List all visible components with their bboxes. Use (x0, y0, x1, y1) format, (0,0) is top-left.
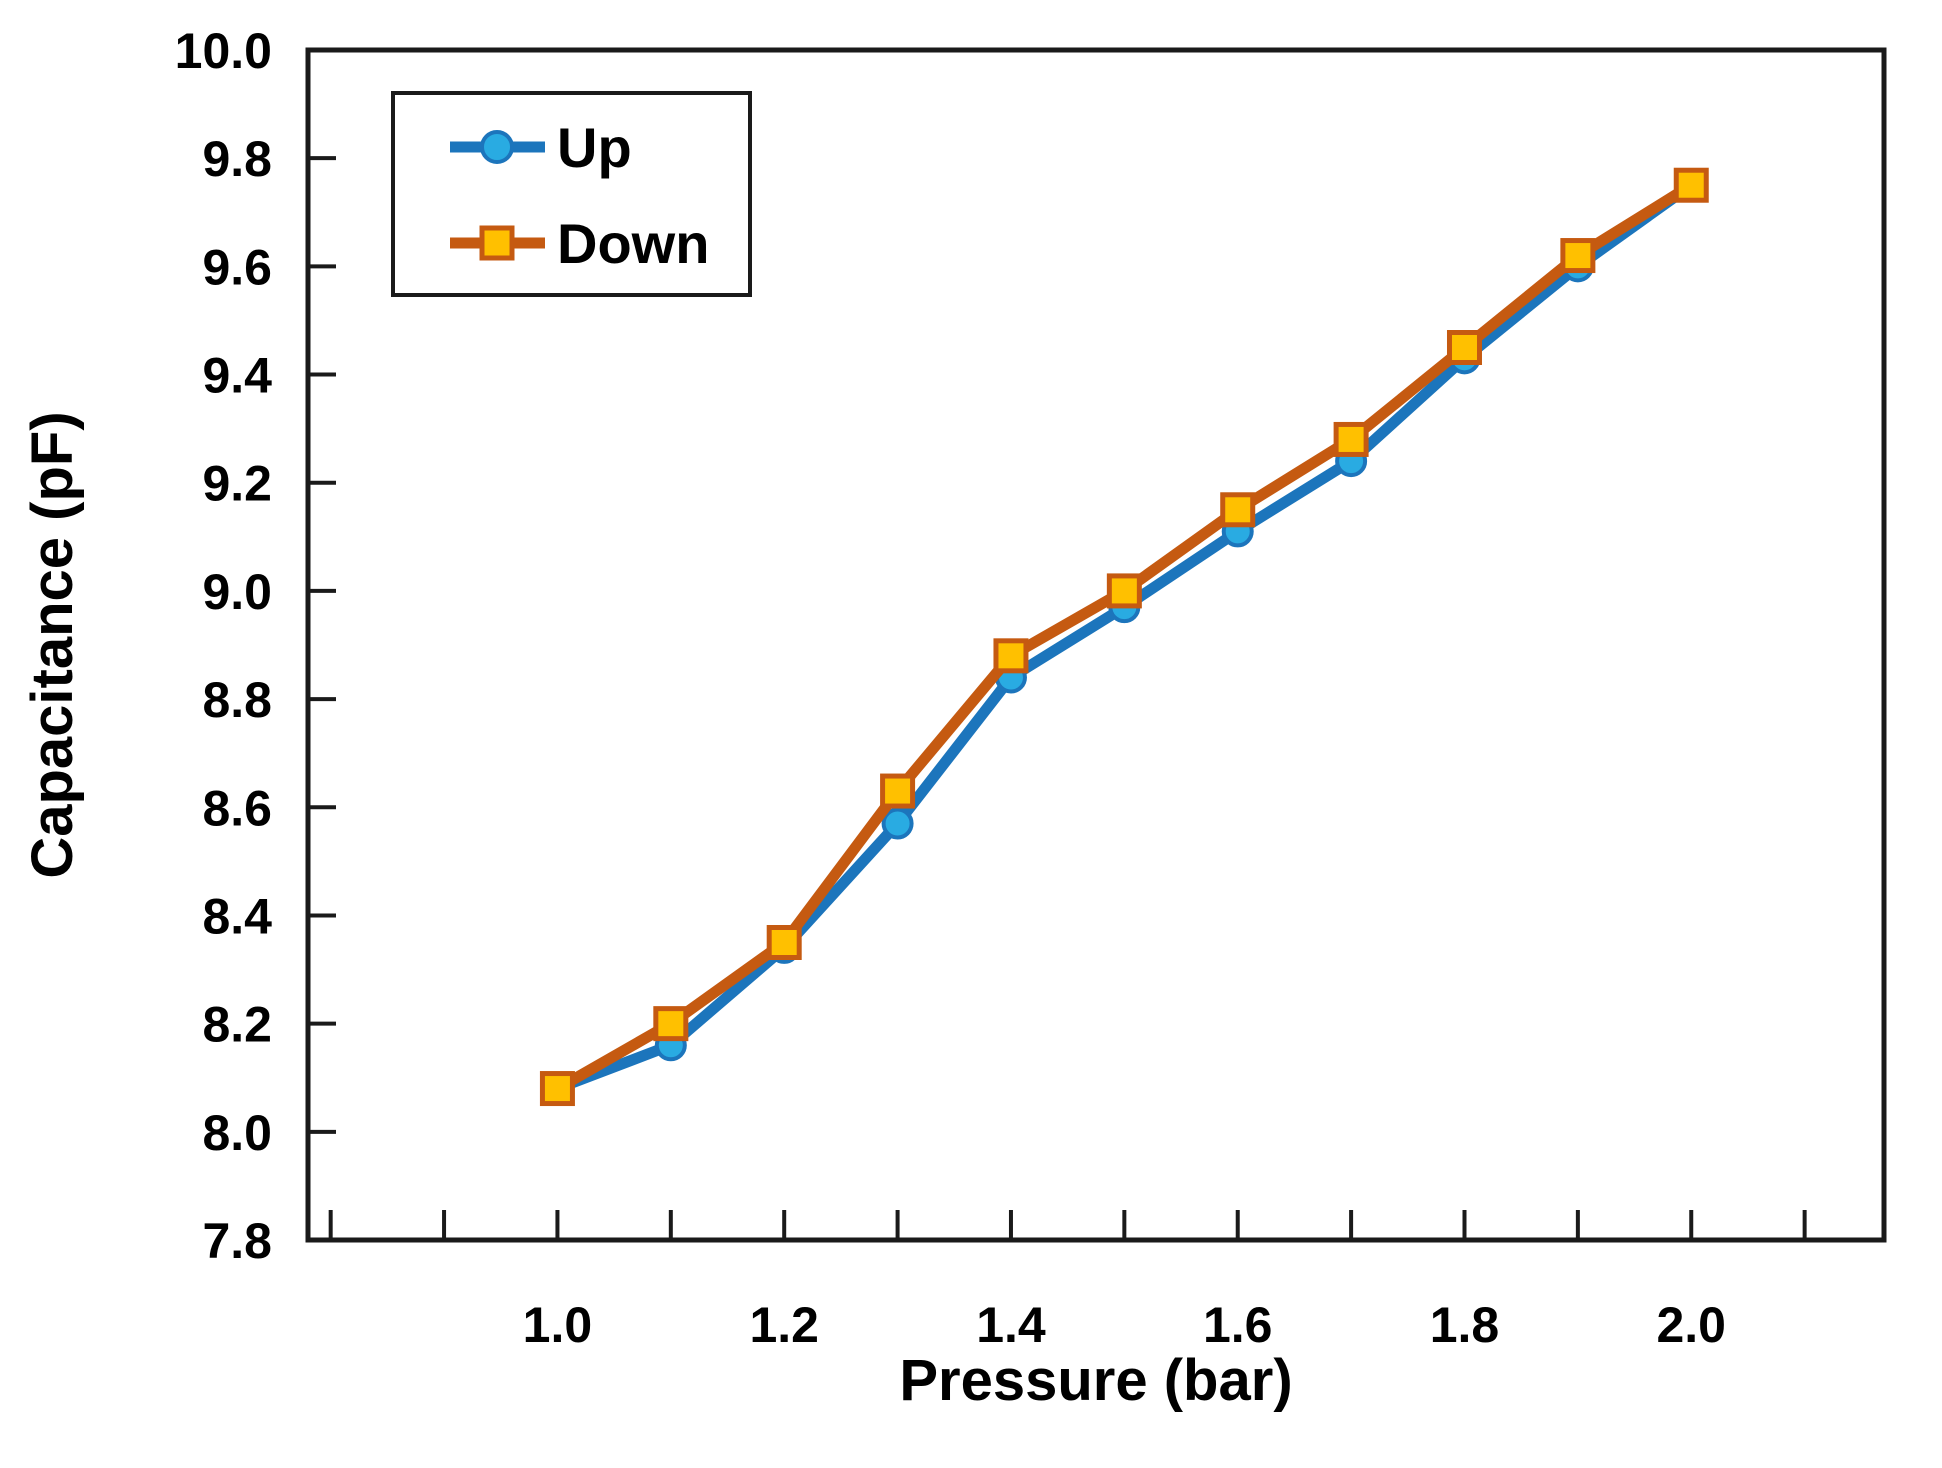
legend-item-up: Up (450, 116, 632, 179)
y-tick-label: 10.0 (175, 23, 272, 79)
data-point-down (880, 773, 916, 809)
series-line-down (551, 179, 1697, 1095)
y-tick-label: 9.0 (202, 564, 272, 620)
legend-label-up: Up (557, 116, 632, 179)
data-point-down (539, 1071, 575, 1107)
x-tick-label: 1.4 (976, 1297, 1046, 1353)
y-tick-label: 8.2 (202, 997, 272, 1053)
legend-label-down: Down (557, 212, 709, 275)
up-circle-marker-icon (480, 130, 514, 164)
series-line-up (551, 179, 1697, 1095)
x-axis-title: Pressure (bar) (899, 1348, 1292, 1413)
data-point-down (1106, 573, 1142, 609)
data-point-down (1220, 492, 1256, 528)
data-point-down (993, 638, 1029, 674)
y-tick-label: 8.0 (202, 1105, 272, 1161)
x-tick-label: 1.0 (523, 1297, 593, 1353)
legend: Up Down (391, 91, 752, 297)
x-tick-label: 1.2 (749, 1297, 819, 1353)
y-tick-label: 8.4 (202, 888, 272, 944)
data-point-down (1560, 238, 1596, 274)
legend-item-down: Down (450, 212, 709, 275)
y-tick-label: 7.8 (202, 1213, 272, 1269)
x-tick-label: 2.0 (1656, 1297, 1726, 1353)
x-tick-label: 1.8 (1430, 1297, 1500, 1353)
x-tick-label: 1.6 (1203, 1297, 1273, 1353)
y-tick-label: 9.8 (202, 131, 272, 187)
plot-border (305, 47, 1887, 1243)
y-tick-label: 9.4 (202, 348, 272, 404)
data-point-down (653, 1006, 689, 1042)
y-tick-label: 8.6 (202, 780, 272, 836)
data-point-down (766, 925, 802, 960)
axes-layer: 1.0 1.2 1.4 1.6 1.8 2.0 7.8 8.0 8.2 8.4 8.6 8.8 9.0 9… (175, 23, 1887, 1353)
data-point-down (1446, 330, 1482, 365)
series-layer (539, 167, 1709, 1107)
data-point-down (1333, 421, 1369, 457)
legend-box (391, 91, 752, 297)
y-tick-label: 8.8 (202, 672, 272, 728)
y-axis-title: Capacitance (pF) (20, 411, 85, 878)
data-point-up (881, 807, 914, 840)
y-tick-label: 9.2 (202, 456, 272, 512)
down-square-marker-icon (479, 225, 515, 261)
y-tick-label: 9.6 (202, 239, 272, 295)
data-point-down (1673, 167, 1709, 203)
